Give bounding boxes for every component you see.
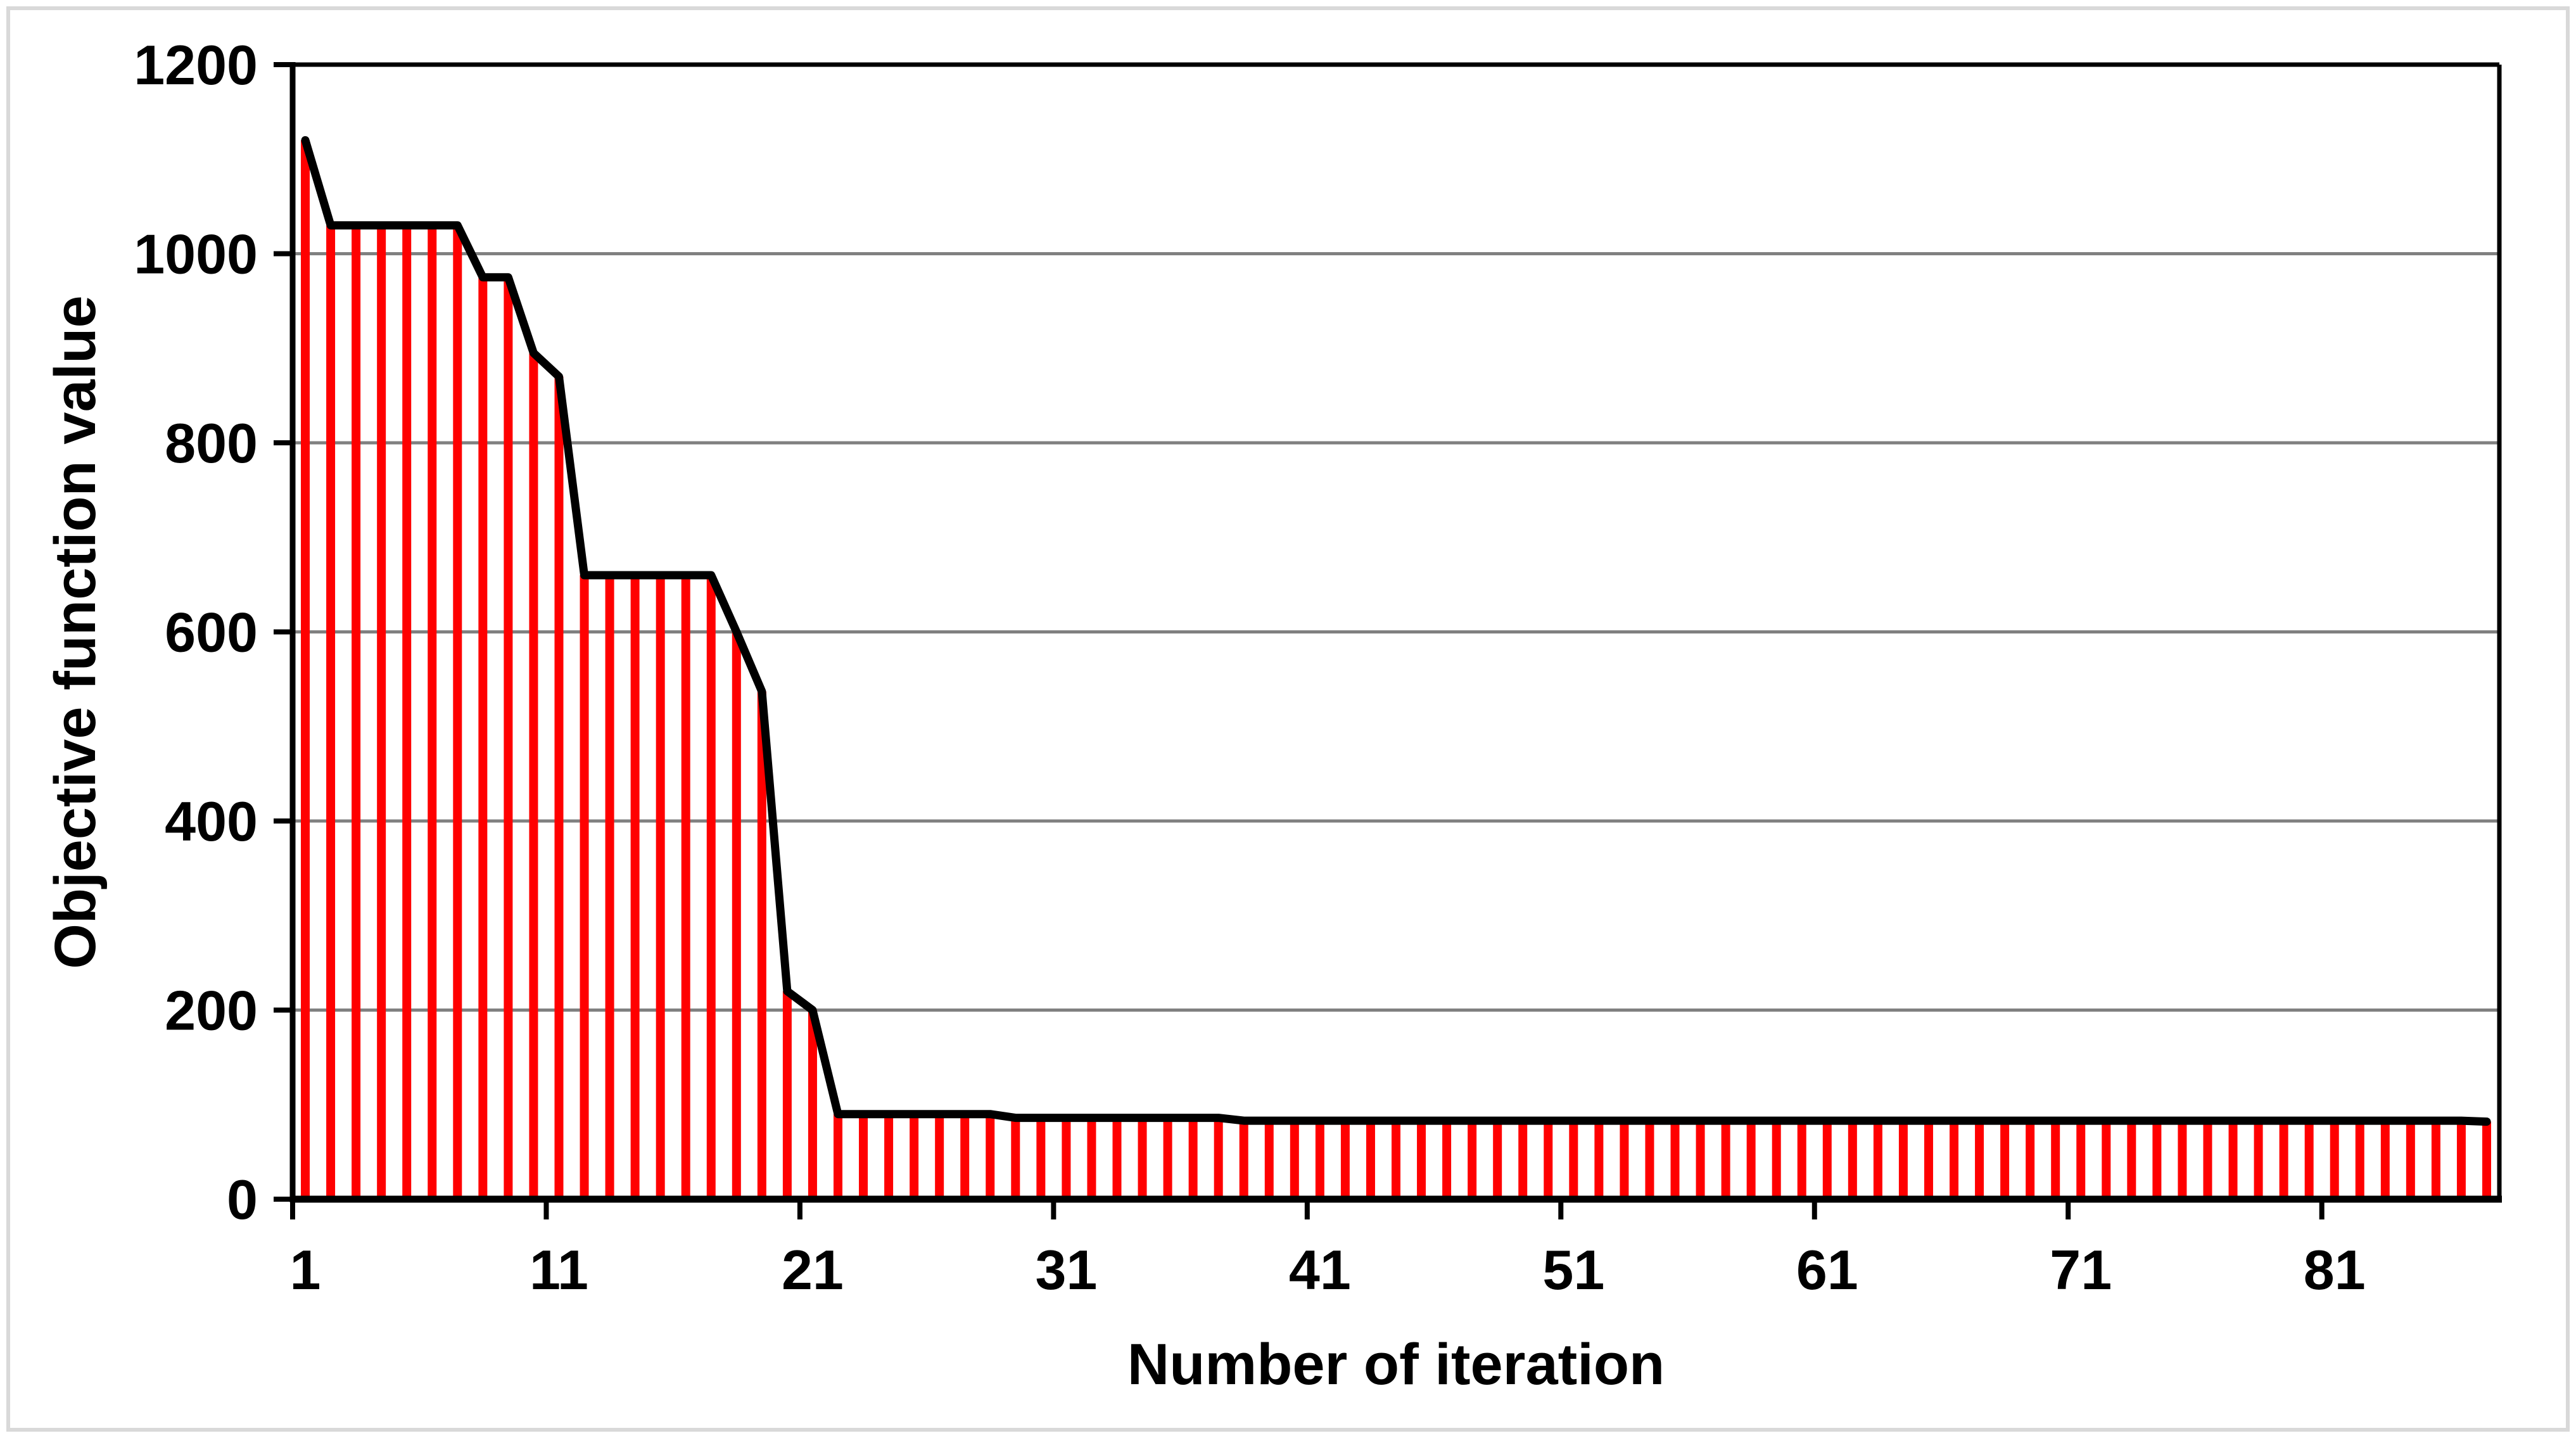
x-tick-label-41: 41 xyxy=(1289,1238,1351,1301)
y-tick-label-0: 0 xyxy=(227,1168,258,1231)
y-tick-label-400: 400 xyxy=(165,790,258,853)
x-tick-label-1: 1 xyxy=(290,1238,321,1301)
y-tick-label-800: 800 xyxy=(165,412,258,474)
line-series xyxy=(301,136,2491,1126)
bar-series xyxy=(301,140,2491,1199)
x-tick-label-21: 21 xyxy=(782,1238,844,1301)
y-axis-title: Objective function value xyxy=(43,295,108,969)
x-tick-label-81: 81 xyxy=(2304,1238,2366,1301)
y-tick-label-200: 200 xyxy=(165,979,258,1041)
x-tick-label-11: 11 xyxy=(530,1238,588,1301)
x-tick-label-61: 61 xyxy=(1796,1238,1858,1301)
y-axis-ticks xyxy=(274,62,293,1202)
x-tick-label-31: 31 xyxy=(1035,1238,1097,1301)
y-tick-label-1200: 1200 xyxy=(134,34,258,96)
y-tick-label-1000: 1000 xyxy=(134,222,258,285)
y-axis-tick-labels: 0 200 400 600 800 1000 1200 xyxy=(134,34,258,1231)
y-tick-label-600: 600 xyxy=(165,601,258,663)
gridlines xyxy=(293,252,2499,1012)
x-tick-label-71: 71 xyxy=(2050,1238,2112,1301)
x-axis-title: Number of iteration xyxy=(1127,1332,1665,1397)
x-tick-label-51: 51 xyxy=(1542,1238,1604,1301)
x-axis-tick-labels: 1 11 21 31 41 51 61 71 81 xyxy=(290,1238,2366,1301)
x-axis-ticks xyxy=(290,1199,2325,1219)
